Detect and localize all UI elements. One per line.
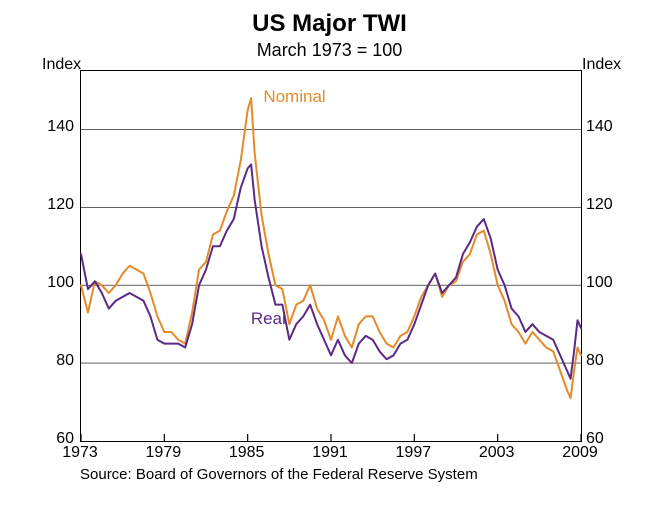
x-tick: 2003 (475, 444, 519, 462)
plot-area (80, 70, 582, 442)
x-tick: 2009 (558, 444, 602, 462)
x-tick: 1997 (391, 444, 435, 462)
y-tick-right: 120 (586, 196, 613, 214)
chart-container: US Major TWI March 1973 = 100 Index Inde… (0, 0, 659, 511)
series-real (81, 164, 581, 378)
y-tick-left: 140 (47, 118, 74, 136)
y-tick-left: 120 (47, 196, 74, 214)
y-axis-label-left: Index (42, 56, 81, 74)
x-tick: 1979 (141, 444, 185, 462)
chart-title: US Major TWI (0, 10, 659, 38)
series-label-nominal: Nominal (263, 87, 325, 107)
series-label-real: Real (251, 309, 286, 329)
y-tick-left: 100 (47, 274, 74, 292)
plot-svg (81, 71, 581, 441)
x-tick: 1991 (308, 444, 352, 462)
y-axis-label-right: Index (582, 56, 621, 74)
x-tick: 1985 (225, 444, 269, 462)
y-tick-right: 140 (586, 118, 613, 136)
chart-subtitle: March 1973 = 100 (0, 40, 659, 61)
x-tick: 1973 (58, 444, 102, 462)
chart-source: Source: Board of Governors of the Federa… (80, 466, 478, 483)
y-tick-left: 80 (56, 352, 74, 370)
y-tick-right: 80 (586, 352, 604, 370)
y-tick-right: 100 (586, 274, 613, 292)
